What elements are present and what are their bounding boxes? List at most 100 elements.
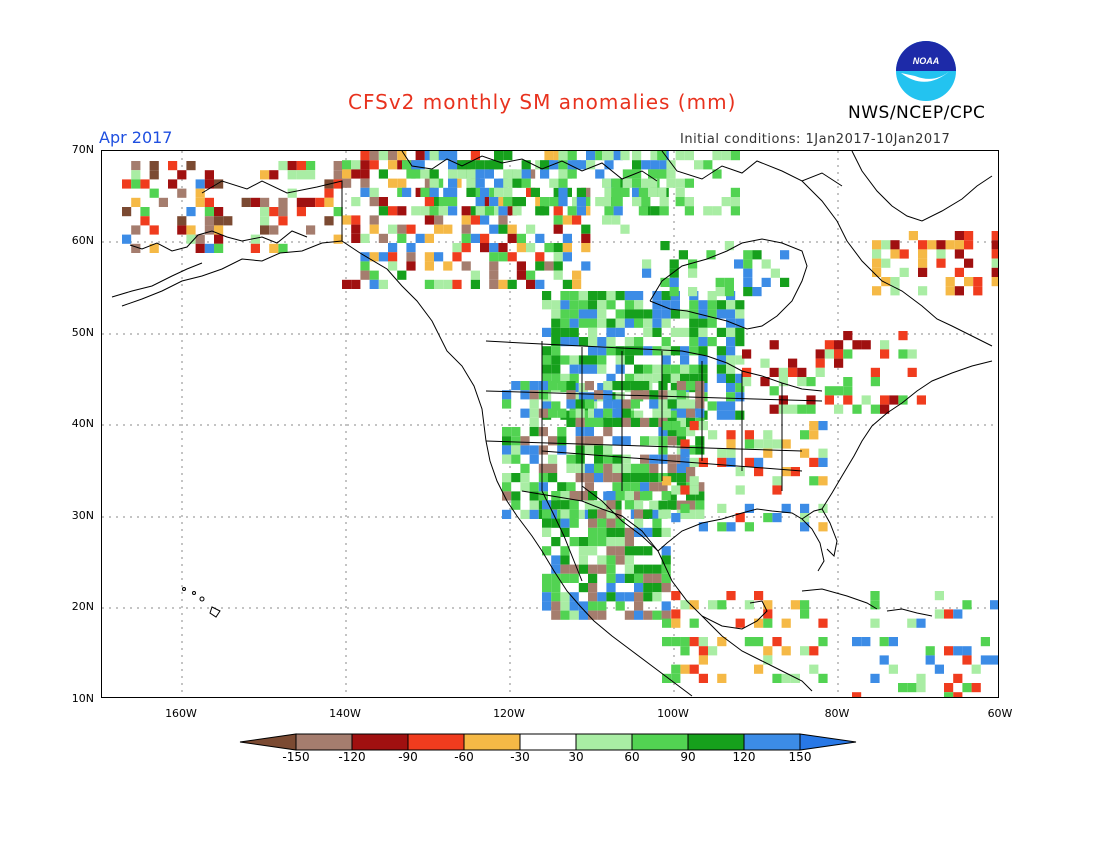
anomaly-cell	[544, 243, 554, 253]
anomaly-cell	[480, 233, 490, 243]
anomaly-cell	[669, 259, 679, 269]
anomaly-cell	[754, 457, 764, 467]
anomaly-cell	[781, 673, 791, 683]
anomaly-cell	[424, 197, 434, 207]
anomaly-cell	[204, 179, 214, 189]
anomaly-cell	[516, 233, 526, 243]
anomaly-cell	[815, 358, 825, 368]
anomaly-cell	[632, 160, 642, 170]
anomaly-cell	[944, 683, 954, 693]
anomaly-cell	[615, 537, 625, 547]
anomaly-cell	[597, 564, 607, 574]
anomaly-cell	[149, 225, 159, 235]
anomaly-cell	[502, 473, 512, 483]
anomaly-cell	[588, 392, 598, 402]
anomaly-cell	[624, 318, 634, 328]
anomaly-cell	[640, 482, 650, 492]
anomaly-cell	[588, 355, 598, 365]
anomaly-cell	[652, 373, 662, 383]
anomaly-cell	[990, 655, 998, 665]
anomaly-cell	[603, 381, 613, 391]
anomaly-cell	[529, 482, 539, 492]
anomaly-cell	[781, 646, 791, 656]
anomaly-cell	[634, 300, 644, 310]
anomaly-cell	[667, 399, 677, 409]
map-canvas	[102, 151, 998, 697]
anomaly-cell	[698, 457, 708, 467]
anomaly-cell	[569, 592, 579, 602]
anomaly-cell	[606, 491, 616, 501]
anomaly-cell	[586, 151, 596, 161]
anomaly-cell	[669, 268, 679, 278]
anomaly-cell	[781, 503, 791, 513]
anomaly-cell	[643, 592, 653, 602]
anomaly-cell	[535, 233, 545, 243]
anomaly-cell	[980, 655, 990, 665]
anomaly-cell	[260, 207, 270, 217]
anomaly-cell	[584, 473, 594, 483]
anomaly-cell	[424, 178, 434, 188]
anomaly-cell	[640, 473, 650, 483]
anomaly-cell	[763, 655, 773, 665]
anomaly-cell	[945, 286, 955, 296]
anomaly-cell	[597, 610, 607, 620]
anomaly-cell	[640, 463, 650, 473]
anomaly-cell	[872, 286, 882, 296]
anomaly-cell	[670, 373, 680, 383]
anomaly-cell	[489, 243, 499, 253]
anomaly-cell	[378, 206, 388, 216]
anomaly-cell	[612, 408, 622, 418]
anomaly-cell	[567, 151, 577, 161]
anomaly-cell	[569, 364, 579, 374]
anomaly-cell	[991, 277, 998, 287]
anomaly-cell	[569, 537, 579, 547]
anomaly-cell	[726, 318, 736, 328]
anomaly-cell	[461, 224, 471, 234]
anomaly-cell	[991, 267, 998, 277]
anomaly-cell	[606, 537, 616, 547]
anomaly-cell	[578, 583, 588, 593]
anomaly-cell	[662, 421, 672, 431]
anomaly-cell	[542, 500, 552, 510]
anomaly-cell	[689, 364, 699, 374]
anomaly-cell	[551, 309, 561, 319]
anomaly-cell	[634, 291, 644, 301]
anomaly-cell	[551, 518, 561, 528]
anomaly-cell	[122, 234, 132, 244]
anomaly-cell	[800, 522, 810, 532]
legend-box	[743, 733, 801, 751]
anomaly-cell	[788, 367, 798, 377]
anomaly-cell	[726, 448, 736, 458]
anomaly-cell	[735, 327, 745, 337]
anomaly-cell	[652, 592, 662, 602]
anomaly-cell	[448, 160, 458, 170]
anomaly-cell	[615, 518, 625, 528]
anomaly-cell	[420, 169, 430, 179]
anomaly-cell	[606, 527, 616, 537]
anomaly-cell	[676, 463, 686, 473]
anomaly-cell	[538, 463, 548, 473]
anomaly-cell	[634, 564, 644, 574]
anomaly-cell	[730, 187, 740, 197]
anomaly-cell	[661, 346, 671, 356]
anomaly-cell	[578, 601, 588, 611]
anomaly-cell	[980, 637, 990, 647]
anomaly-cell	[630, 390, 640, 400]
anomaly-cell	[511, 427, 521, 437]
anomaly-cell	[809, 646, 819, 656]
anomaly-cell	[438, 197, 448, 207]
anomaly-cell	[520, 463, 530, 473]
anomaly-cell	[763, 448, 773, 458]
anomaly-cell	[278, 243, 288, 253]
anomaly-cell	[378, 252, 388, 262]
anomaly-cell	[149, 243, 159, 253]
anomaly-cell	[695, 399, 705, 409]
anomaly-cell	[698, 318, 708, 328]
lon-label-100w: 100W	[657, 707, 689, 720]
anomaly-cell	[680, 355, 690, 365]
anomaly-cell	[624, 537, 634, 547]
anomaly-cell	[342, 215, 352, 225]
anomaly-cell	[342, 160, 352, 170]
anomaly-cell	[657, 151, 667, 161]
anomaly-cell	[484, 169, 494, 179]
